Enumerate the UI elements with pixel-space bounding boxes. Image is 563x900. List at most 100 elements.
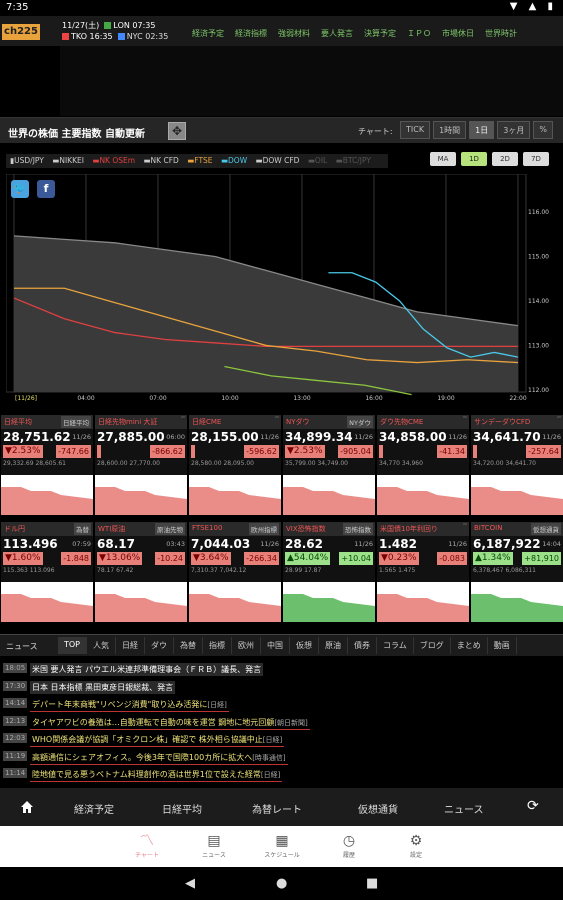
tile-change-row: -866.62 (95, 445, 187, 459)
news-item[interactable]: 12:03 WHO関係会議が協調「オミクロン株」確認で 株外相ら協議中止[日経] (0, 731, 563, 748)
range-button[interactable]: 1時間 (433, 121, 467, 139)
period-button[interactable]: 1D (461, 152, 487, 166)
legend-item[interactable]: ▬BTC/JPY (335, 156, 371, 165)
news-tab[interactable]: 日経 (116, 637, 146, 654)
tab-history[interactable]: ◷ 履歴 (329, 832, 369, 859)
index-tile[interactable]: WTI原油 原油先物 68.17 03:43 ▼13.06% -10.24 78.17… (95, 522, 187, 622)
news-tab[interactable]: 債券 (348, 637, 378, 654)
news-item[interactable]: 12:13 タイヤアワビの養殖は…自動運転で自動の味を運営 鋼地に地元回顧[朝日新… (0, 714, 563, 731)
news-tab[interactable]: 欧州 (232, 637, 262, 654)
tile-pct: ▼1.60% (3, 552, 43, 565)
index-tile[interactable]: NYダウ NYダウ 34,899.34 11/26 ▼2.53% -905.04 35… (283, 415, 375, 515)
news-time: 14:14 (3, 698, 28, 708)
tile-high-low: 7,310.37 7,042.12 (191, 567, 247, 574)
status-bar: 7:35 ▼ ▲ ▮ (0, 0, 563, 16)
bottom-nav-item[interactable]: 経済予定 (74, 805, 114, 816)
tile-price: 113.496 (3, 537, 58, 551)
news-tab[interactable]: 動画 (488, 637, 517, 654)
news-item[interactable]: 14:14 デパート年末商戦"リベンジ消費"取り込み活発に[日経] (0, 696, 563, 713)
facebook-icon[interactable]: f (37, 180, 55, 198)
legend-item[interactable]: ▬DOW CFD (255, 156, 300, 165)
news-tab[interactable]: ダウ (145, 637, 175, 654)
index-tile[interactable]: 米国債10年利回り 1.482 11/26 ▼0.23% -0.083 1.565 … (377, 522, 469, 622)
bottom-nav-item[interactable]: 為替レート (252, 805, 302, 816)
mini-chart-fill (471, 487, 563, 515)
nav-item[interactable]: 経済指標 (235, 29, 267, 38)
nav-item[interactable]: 決算予定 (364, 29, 396, 38)
london-time: LON 07:35 (113, 21, 156, 30)
news-tab[interactable]: ブログ (414, 637, 451, 654)
news-headline: WHO関係会議が協調「オミクロン株」確認で 株外相ら協議中止[日経] (30, 733, 285, 747)
tile-pct: ▼13.06% (97, 552, 143, 565)
index-tile[interactable]: ダウ先物CME 34,858.00 11/26 -41.34 34,770 34,… (377, 415, 469, 515)
expand-icon[interactable]: ✥ (168, 122, 186, 140)
tab-schedule[interactable]: ▦ スケジュール (262, 832, 302, 859)
period-button[interactable]: 7D (523, 152, 549, 166)
index-tile[interactable]: BITCOIN 仮想通貨 6,187,922 14:04 ▲1.34% +81,910… (471, 522, 563, 622)
refresh-icon[interactable]: ⟳ (527, 798, 539, 814)
news-text: タイヤアワビの養殖は…自動運転で自動の味を運営 鋼地に地元回顧 (32, 717, 275, 727)
index-tile[interactable]: 日経先物mini 大証 27,885.00 06:00 -866.62 28,60… (95, 415, 187, 515)
bottom-nav-item[interactable]: 仮想通貨 (358, 805, 398, 816)
tab-chart[interactable]: 〽チャート (127, 832, 167, 859)
legend-item[interactable]: ▮USD/JPY (10, 156, 44, 165)
legend-item[interactable]: ▬NK OSEm (92, 156, 136, 165)
range-button[interactable]: % (533, 121, 553, 139)
news-tab[interactable]: 人気 (87, 637, 117, 654)
twitter-icon[interactable]: 🐦 (11, 180, 29, 198)
tile-price: 34,858.00 (379, 430, 447, 444)
news-item[interactable]: 17:30 日本 日本指標 黒田東彦日銀総裁、発言 (0, 679, 563, 696)
nav-item[interactable]: 経済予定 (192, 29, 224, 38)
tile-pct: ▼3.64% (191, 552, 231, 565)
system-nav: ◀ ● ■ (0, 867, 563, 900)
news-item[interactable]: 11:14 陸地値で見る悪うベトナム料理創作の酒は世界1位で設えた経常[日経] (0, 766, 563, 783)
index-tile[interactable]: ドル円 為替 113.496 07:59 ▼1.60% -1.848 115.363 … (1, 522, 93, 622)
news-tab[interactable]: 仮想 (290, 637, 320, 654)
nav-item[interactable]: ＩＰＯ (407, 29, 431, 38)
legend-item[interactable]: ▬FTSE (187, 156, 213, 165)
x-tick-label: 13:00 (293, 395, 310, 402)
left-sidebar (0, 46, 60, 116)
app-logo[interactable]: ch225 (2, 24, 40, 40)
tab-news[interactable]: ▤ ニュース (194, 832, 234, 859)
index-tile[interactable]: サンデーダウCFD 34,641.70 11/26 -257.64 34,720.… (471, 415, 563, 515)
index-tile[interactable]: 日経CME 28,155.00 11/26 -596.62 28,580.00 2… (189, 415, 281, 515)
nav-item[interactable]: 強弱材料 (278, 29, 310, 38)
news-tab[interactable]: 中国 (261, 637, 291, 654)
tile-price-row: 34,899.34 11/26 (283, 429, 375, 445)
tab-settings[interactable]: ⚙ 設定 (396, 832, 436, 859)
tile-name: FTSE100 (192, 524, 223, 532)
range-button[interactable]: 3ヶ月 (497, 121, 531, 139)
ny-time: NYC 02:35 (126, 32, 169, 41)
news-tab[interactable]: 指標 (203, 637, 233, 654)
nav-item[interactable]: 要人発言 (321, 29, 353, 38)
home-icon[interactable] (20, 800, 34, 814)
nav-item[interactable]: 市場休日 (442, 29, 474, 38)
index-tile[interactable]: VIX恐怖指数 恐怖指数 28.62 11/26 ▲54.04% +10.04 28.… (283, 522, 375, 622)
period-button[interactable]: MA (430, 152, 456, 166)
news-tab[interactable]: コラム (377, 637, 414, 654)
recents-icon[interactable]: ■ (366, 876, 379, 891)
legend-item[interactable]: ▬DOW (220, 156, 248, 165)
home-circle-icon[interactable]: ● (276, 876, 288, 891)
news-item[interactable]: 11:19 高額通信にシェアオフィス。今後3年で国際100カ所に拡大へ[時事通信] (0, 749, 563, 766)
index-tile[interactable]: FTSE100 欧州指標 7,044.03 11/26 ▼3.64% -266.34 … (189, 522, 281, 622)
back-icon[interactable]: ◀ (185, 876, 195, 891)
news-item[interactable]: 18:05 米国 要人発言 パウエル米連邦準備理事会（ＦＲＢ）議長、発言 (0, 661, 563, 678)
news-tab[interactable]: 原油 (319, 637, 349, 654)
legend-item[interactable]: ▬NK CFD (143, 156, 179, 165)
range-button[interactable]: 1日 (469, 121, 495, 139)
legend-item[interactable]: ▬OIL (307, 156, 328, 165)
mini-chart (95, 582, 187, 622)
news-tab[interactable]: 為替 (174, 637, 204, 654)
mini-chart (283, 475, 375, 515)
index-tile[interactable]: 日経平均 日経平均 28,751.62 11/26 ▼2.53% -747.66 29… (1, 415, 93, 515)
period-button[interactable]: 2D (492, 152, 518, 166)
range-button[interactable]: TICK (400, 121, 431, 139)
nav-item[interactable]: 世界時計 (485, 29, 517, 38)
bottom-nav-item[interactable]: ニュース (444, 805, 484, 816)
legend-item[interactable]: ▬NIKKEI (52, 156, 84, 165)
news-tab[interactable]: TOP (58, 637, 88, 654)
bottom-nav-item[interactable]: 日経平均 (162, 805, 202, 816)
news-tab[interactable]: まとめ (451, 637, 488, 654)
